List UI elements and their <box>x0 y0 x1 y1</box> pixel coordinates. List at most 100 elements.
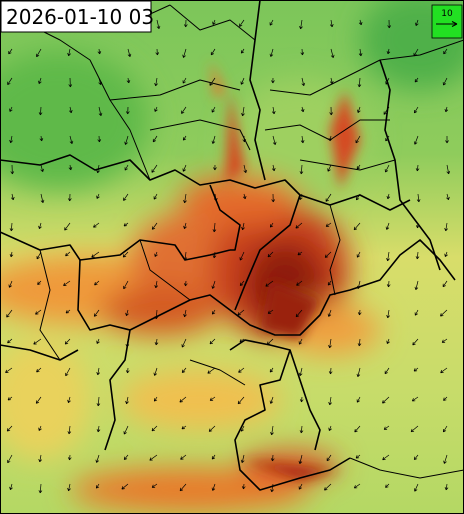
wind-arrow <box>384 164 390 173</box>
wind-arrow <box>414 280 419 290</box>
wind-arrow <box>241 483 246 490</box>
wind-arrow <box>239 19 245 27</box>
wind-arrow <box>183 251 188 261</box>
wind-arrow <box>9 251 14 258</box>
wind-arrow <box>9 106 13 112</box>
wind-arrow <box>440 309 448 317</box>
wind-arrow <box>98 77 102 86</box>
wind-arrow <box>410 425 419 433</box>
wind-arrow <box>7 454 13 464</box>
wind-arrow <box>38 77 42 84</box>
wind-arrow <box>266 338 274 345</box>
wind-arrow <box>271 193 276 203</box>
wind-arrow <box>240 48 245 54</box>
wind-arrow <box>327 280 332 286</box>
wind-arrow <box>330 48 335 58</box>
wind-arrow <box>179 483 187 492</box>
wind-arrow <box>385 135 390 142</box>
wind-arrow <box>412 338 419 346</box>
wind-arrow <box>299 193 303 200</box>
wind-arrow <box>242 193 247 200</box>
wind-arrow <box>96 164 100 174</box>
wind-arrow <box>269 222 274 228</box>
wind-arrow <box>269 19 274 26</box>
wind-arrow <box>299 425 304 434</box>
wind-arrow <box>151 222 158 230</box>
wind-arrow <box>240 425 245 432</box>
wind-arrow <box>209 396 216 401</box>
wind-arrow <box>440 367 448 374</box>
wind-arrow <box>9 135 13 144</box>
wind-arrow <box>445 135 449 144</box>
wind-arrow <box>33 338 42 345</box>
wind-arrow <box>385 77 390 85</box>
wind-arrow <box>240 77 245 85</box>
wind-arrow <box>179 396 187 403</box>
wind-arrow <box>7 338 13 344</box>
wind-arrow <box>10 164 15 175</box>
timestamp-box: 2026-01-10 03 <box>0 0 154 33</box>
wind-arrow <box>386 338 390 344</box>
legend-label: 10 <box>441 9 453 19</box>
wind-arrow <box>64 338 71 345</box>
wind-arrow <box>241 106 245 117</box>
wind-arrow <box>125 367 130 374</box>
wind-arrow <box>325 193 332 202</box>
wind-arrow <box>324 251 332 258</box>
wind-arrow <box>443 396 448 401</box>
wind-arrow <box>212 19 216 25</box>
wind-arrow <box>98 106 103 117</box>
wind-arrow <box>265 280 274 287</box>
legend: 10 <box>431 4 463 39</box>
wind-arrow <box>67 48 71 57</box>
wind-arrow <box>38 222 42 230</box>
wind-arrow <box>183 193 187 204</box>
wind-arrow <box>40 193 45 204</box>
legend-box <box>431 4 463 39</box>
wind-arrow <box>356 193 361 201</box>
wind-arrow <box>93 222 100 228</box>
wind-arrow <box>93 309 100 317</box>
wind-arrow <box>297 251 303 256</box>
wind-arrow <box>35 396 42 404</box>
wind-arrow <box>413 135 419 145</box>
wind-arrow <box>68 106 73 114</box>
wind-arrow <box>269 396 274 404</box>
wind-arrow <box>181 106 187 114</box>
wind-arrow <box>441 338 448 343</box>
wind-arrow <box>212 251 217 259</box>
wind-arrow <box>211 309 216 315</box>
wind-arrow <box>238 367 245 373</box>
wind-arrow <box>269 367 274 373</box>
wind-arrow <box>382 396 390 404</box>
wind-arrow <box>298 454 303 464</box>
wind-arrow <box>154 106 158 112</box>
wind-arrow <box>298 338 303 345</box>
timestamp: 2026-01-10 03 <box>6 5 154 29</box>
wind-arrow <box>353 483 361 489</box>
wind-arrow <box>300 135 305 144</box>
wind-arrow <box>123 193 129 201</box>
wind-arrow <box>40 164 44 173</box>
wind-arrow <box>411 396 419 402</box>
wind-arrow <box>123 425 129 435</box>
wind-arrow <box>387 19 392 29</box>
wind-arrow <box>154 338 159 346</box>
wind-arrow <box>69 135 74 144</box>
wind-arrow <box>154 309 159 320</box>
wind-arrow <box>443 454 448 464</box>
wind-arrow <box>181 425 187 430</box>
wind-arrow <box>384 367 390 375</box>
wind-arrow <box>212 222 217 233</box>
wind-arrow <box>121 483 129 490</box>
wind-arrow <box>324 483 332 491</box>
wind-arrow <box>183 222 187 230</box>
wind-arrow <box>182 164 187 172</box>
wind-arrow <box>127 48 132 57</box>
wind-arrow <box>356 164 361 170</box>
wind-arrow <box>414 106 419 114</box>
wind-streaks <box>210 60 360 480</box>
wind-arrow <box>415 222 420 229</box>
wind-arrow <box>386 193 391 200</box>
wind-arrow <box>296 280 303 286</box>
